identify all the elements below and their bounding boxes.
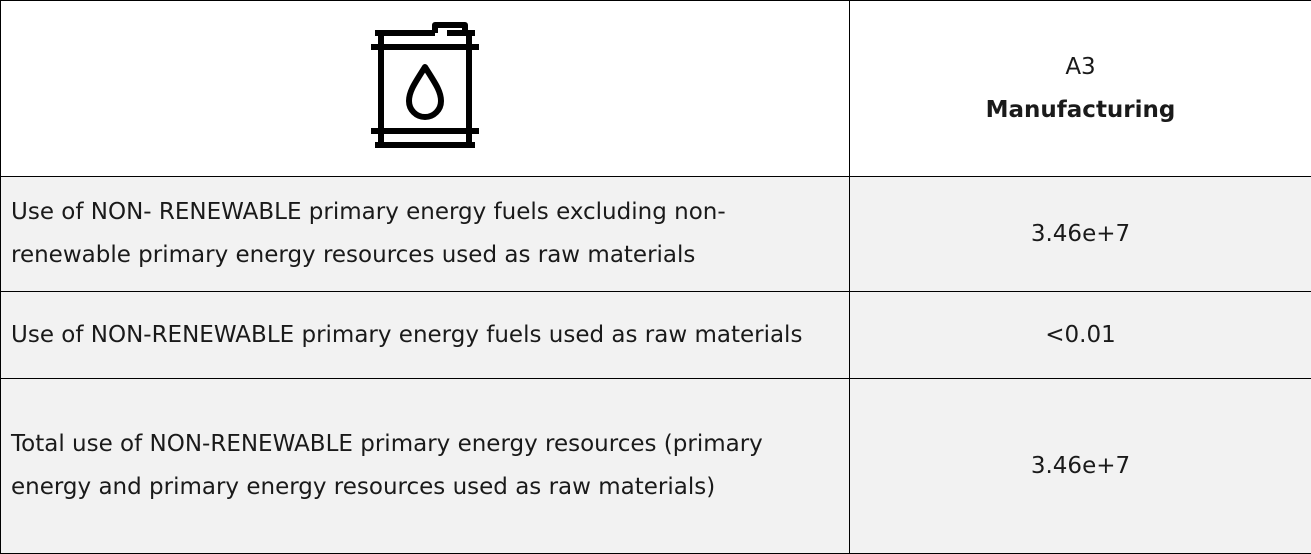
- icon-cell: [1, 1, 850, 177]
- row: Use of NON-RENEWABLE primary energy fuel…: [1, 292, 1311, 379]
- header-cell: A3 Manufacturing: [850, 1, 1311, 177]
- row-value: 3.46e+7: [850, 177, 1311, 292]
- row-label: Total use of NON-RENEWABLE primary energ…: [1, 379, 850, 554]
- row: Total use of NON-RENEWABLE primary energ…: [1, 379, 1311, 554]
- row: Use of NON- RENEWABLE primary energy fue…: [1, 177, 1311, 292]
- row-value: 3.46e+7: [850, 379, 1311, 554]
- column-code: A3: [860, 46, 1301, 89]
- row-label: Use of NON-RENEWABLE primary energy fuel…: [1, 292, 850, 379]
- header-row: A3 Manufacturing: [1, 1, 1311, 177]
- row-label: Use of NON- RENEWABLE primary energy fue…: [1, 177, 850, 292]
- column-title: Manufacturing: [860, 89, 1301, 132]
- barrel-icon: [365, 19, 485, 159]
- row-value: <0.01: [850, 292, 1311, 379]
